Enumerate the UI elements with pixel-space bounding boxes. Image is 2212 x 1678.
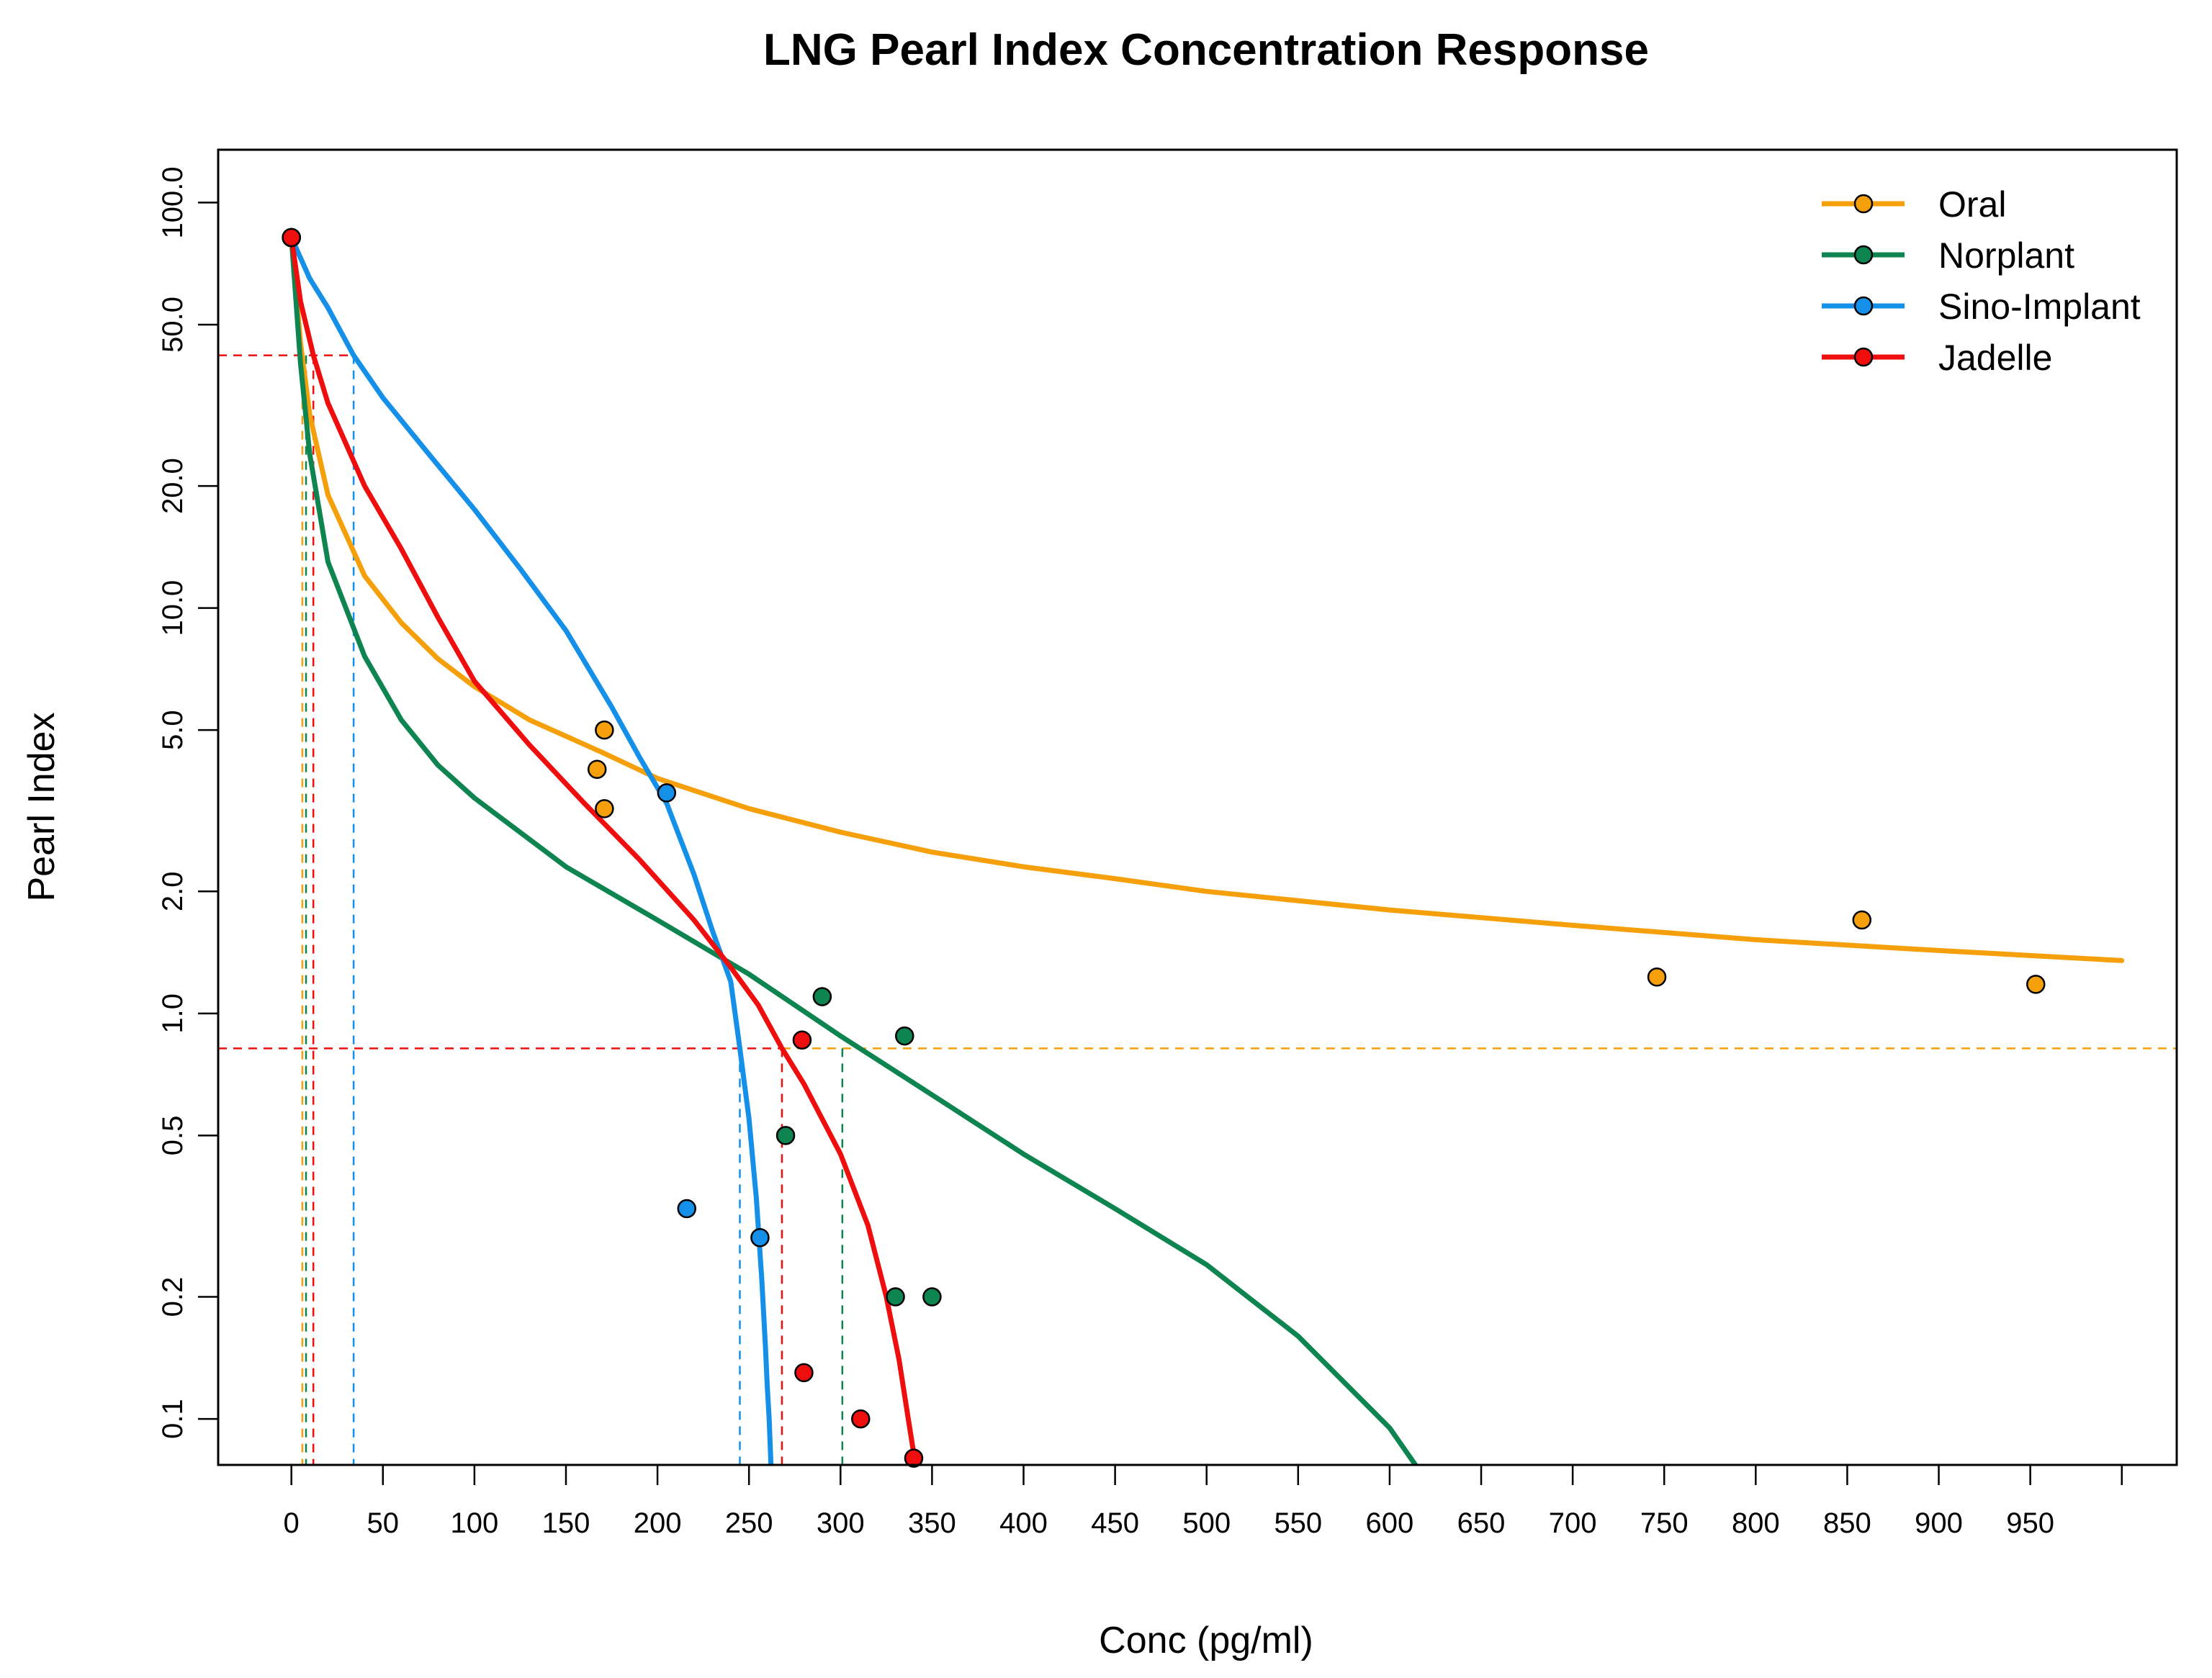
x-tick-label-6: 300 xyxy=(817,1507,865,1539)
point-norplant-1 xyxy=(775,1126,796,1145)
point-oral-2 xyxy=(595,720,614,740)
x-axis: 0 50 100 150 200 250 300 350 400 450 500 550 600 650 7… xyxy=(284,1463,2123,1539)
x-tick-label-8: 400 xyxy=(999,1507,1048,1539)
y-tick-label-2: 0.5 xyxy=(157,1116,189,1156)
x-tick-label-2: 100 xyxy=(451,1507,499,1539)
point-jadelle-0 xyxy=(282,227,301,248)
point-norplant-4 xyxy=(895,1026,914,1046)
x-tick-label-19: 950 xyxy=(2006,1507,2054,1539)
point-oral-1 xyxy=(587,759,607,780)
point-oral-4 xyxy=(1647,967,1667,987)
point-sino-implant-1 xyxy=(657,783,677,803)
curve-norplant xyxy=(289,235,1419,1465)
reference-lines xyxy=(218,354,2177,1465)
curve-sino-implant xyxy=(289,235,774,1465)
x-tick-label-12: 600 xyxy=(1366,1507,1414,1539)
y-tick-label-4: 2.0 xyxy=(157,871,189,911)
y-tick-label-6: 10.0 xyxy=(157,580,189,636)
y-tick-label-5: 5.0 xyxy=(157,710,189,750)
data-points xyxy=(282,227,2046,1468)
curve-jadelle xyxy=(289,235,918,1465)
y-tick-label-3: 1.0 xyxy=(157,993,189,1034)
y-tick-label-7: 20.0 xyxy=(157,458,189,514)
x-tick-label-16: 800 xyxy=(1732,1507,1780,1539)
y-tick-label-8: 50.0 xyxy=(157,297,189,353)
x-tick-label-7: 350 xyxy=(908,1507,956,1539)
legend-label-norplant: Norplant xyxy=(1938,235,2074,276)
point-sino-implant-3 xyxy=(750,1227,770,1248)
x-tick-label-18: 900 xyxy=(1915,1507,1963,1539)
x-tick-label-4: 200 xyxy=(634,1507,682,1539)
y-axis-label: Pearl Index xyxy=(21,712,63,901)
legend-marker-norplant xyxy=(1853,245,1874,265)
point-jadelle-3 xyxy=(851,1409,871,1429)
point-sino-implant-2 xyxy=(677,1199,697,1219)
y-tick-label-1: 0.2 xyxy=(157,1277,189,1317)
x-tick-label-5: 250 xyxy=(725,1507,773,1539)
point-jadelle-2 xyxy=(794,1363,814,1383)
y-tick-label-9: 100.0 xyxy=(157,166,189,238)
point-oral-6 xyxy=(2026,975,2046,994)
point-norplant-3 xyxy=(886,1287,905,1307)
x-tick-label-17: 850 xyxy=(1823,1507,1871,1539)
legend-label-sino-implant: Sino-Implant xyxy=(1938,287,2141,327)
x-axis-label: Conc (pg/ml) xyxy=(1099,1620,1313,1661)
legend-label-jadelle: Jadelle xyxy=(1938,338,2052,378)
x-tick-label-3: 150 xyxy=(542,1507,590,1539)
point-norplant-2 xyxy=(812,987,832,1006)
legend-marker-oral xyxy=(1853,194,1874,214)
point-norplant-5 xyxy=(922,1287,942,1307)
y-axis: 0.1 0.2 0.5 1.0 2.0 5.0 10.0 20.0 50.0 100.0 xyxy=(157,166,218,1439)
point-oral-3 xyxy=(595,799,614,818)
x-tick-label-11: 550 xyxy=(1274,1507,1322,1539)
chart-title: LNG Pearl Index Concentration Response xyxy=(763,25,1649,75)
x-tick-label-0: 0 xyxy=(284,1507,300,1539)
legend-label-oral: Oral xyxy=(1938,184,2006,225)
fitted-curves xyxy=(289,235,2125,1465)
x-tick-label-15: 750 xyxy=(1640,1507,1689,1539)
x-tick-label-10: 500 xyxy=(1182,1507,1231,1539)
legend-marker-jadelle xyxy=(1853,347,1874,367)
x-tick-label-1: 50 xyxy=(367,1507,400,1539)
curve-oral xyxy=(289,235,2125,963)
legend-marker-sino-implant xyxy=(1853,296,1874,316)
point-jadelle-4 xyxy=(904,1448,924,1468)
point-jadelle-1 xyxy=(792,1030,812,1050)
x-tick-label-9: 450 xyxy=(1091,1507,1139,1539)
y-tick-label-0: 0.1 xyxy=(157,1399,189,1439)
legend: Oral Norplant Sino-Implant Jadelle xyxy=(1822,184,2141,378)
x-tick-label-14: 700 xyxy=(1549,1507,1597,1539)
x-tick-label-13: 650 xyxy=(1457,1507,1506,1539)
point-oral-5 xyxy=(1852,910,1872,930)
